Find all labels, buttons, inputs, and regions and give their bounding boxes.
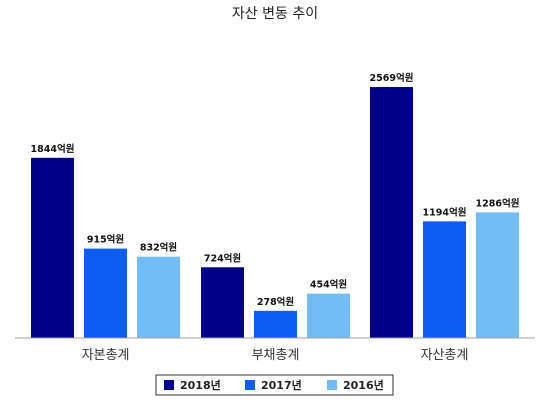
legend-swatch (327, 380, 337, 390)
category-label: 부채총계 (252, 348, 300, 363)
bar-자산총계-2016년 (476, 212, 519, 338)
bar-자산총계-2017년 (423, 221, 466, 338)
legend-label: 2016년 (343, 378, 384, 392)
legend: 2018년 2017년 2016년 (155, 374, 394, 396)
bar-자산총계-2018년 (370, 87, 413, 338)
data-label: 915억원 (87, 234, 124, 246)
legend-items: 2018년 2017년 2016년 (164, 378, 384, 392)
legend-label: 2018년 (180, 378, 221, 392)
category-label: 자산총계 (421, 348, 469, 363)
bars-layer (31, 87, 519, 338)
data-label: 454억원 (310, 279, 347, 291)
bar-자본총계-2016년 (137, 256, 180, 338)
bar-자본총계-2018년 (31, 157, 74, 338)
data-label: 2569억원 (370, 72, 414, 84)
bar-부채총계-2018년 (201, 267, 244, 338)
bar-자본총계-2017년 (84, 248, 127, 338)
legend-swatch (164, 380, 174, 390)
legend-swatch (245, 380, 255, 390)
category-label: 자본총계 (82, 348, 130, 363)
data-label: 832억원 (140, 242, 177, 254)
bar-부채총계-2016년 (307, 293, 350, 338)
data-label: 278억원 (257, 296, 294, 308)
data-label: 1286억원 (476, 197, 520, 209)
bar-부채총계-2017년 (254, 310, 297, 338)
data-label: 724억원 (204, 252, 241, 264)
data-label: 1194억원 (423, 206, 467, 218)
chart-title: 자산 변동 추이 (232, 6, 318, 22)
data-label: 1844억원 (31, 143, 75, 155)
legend-label: 2017년 (261, 378, 302, 392)
